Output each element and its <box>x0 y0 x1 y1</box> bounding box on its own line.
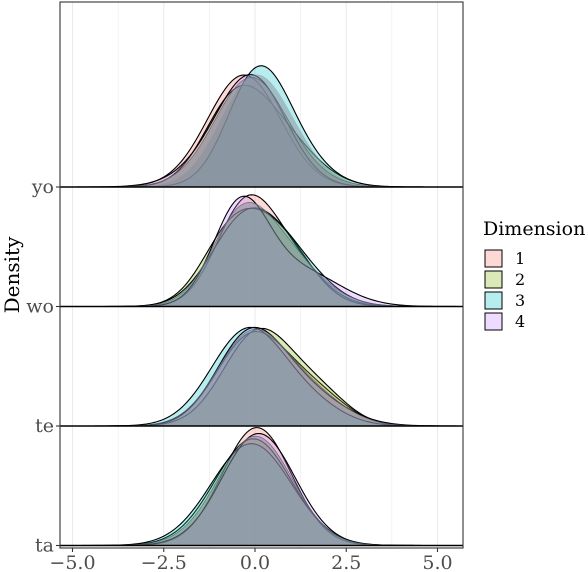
x-tick-label: −2.5 <box>141 552 187 572</box>
y-tick-label-te: te <box>35 415 54 437</box>
legend-label-1: 1 <box>515 249 525 268</box>
x-tick-label: 5.0 <box>422 552 452 572</box>
legend-title: Dimension <box>483 218 585 240</box>
y-axis: ta te wo yo <box>26 176 60 557</box>
legend-key-4 <box>484 312 503 331</box>
x-tick-label: 0.0 <box>240 552 270 572</box>
y-axis-title: Density <box>0 236 24 313</box>
y-tick-label-yo: yo <box>31 176 54 198</box>
x-tick-label: 2.5 <box>331 552 361 572</box>
x-axis: −5.0 −2.5 0.0 2.5 5.0 <box>49 548 453 572</box>
legend-label-2: 2 <box>515 270 525 289</box>
legend-label-4: 4 <box>515 312 525 331</box>
legend-key-3 <box>484 291 503 310</box>
legend-key-1 <box>484 249 503 268</box>
density-ridges <box>60 65 463 547</box>
legend: Dimension 1 2 3 4 <box>483 218 585 331</box>
x-tick-label: −5.0 <box>49 552 95 572</box>
plot-panel-border <box>59 1 464 549</box>
legend-label-3: 3 <box>515 291 525 310</box>
y-tick-label-ta: ta <box>35 535 54 557</box>
y-tick-label-wo: wo <box>26 296 54 318</box>
legend-key-2 <box>484 270 503 289</box>
